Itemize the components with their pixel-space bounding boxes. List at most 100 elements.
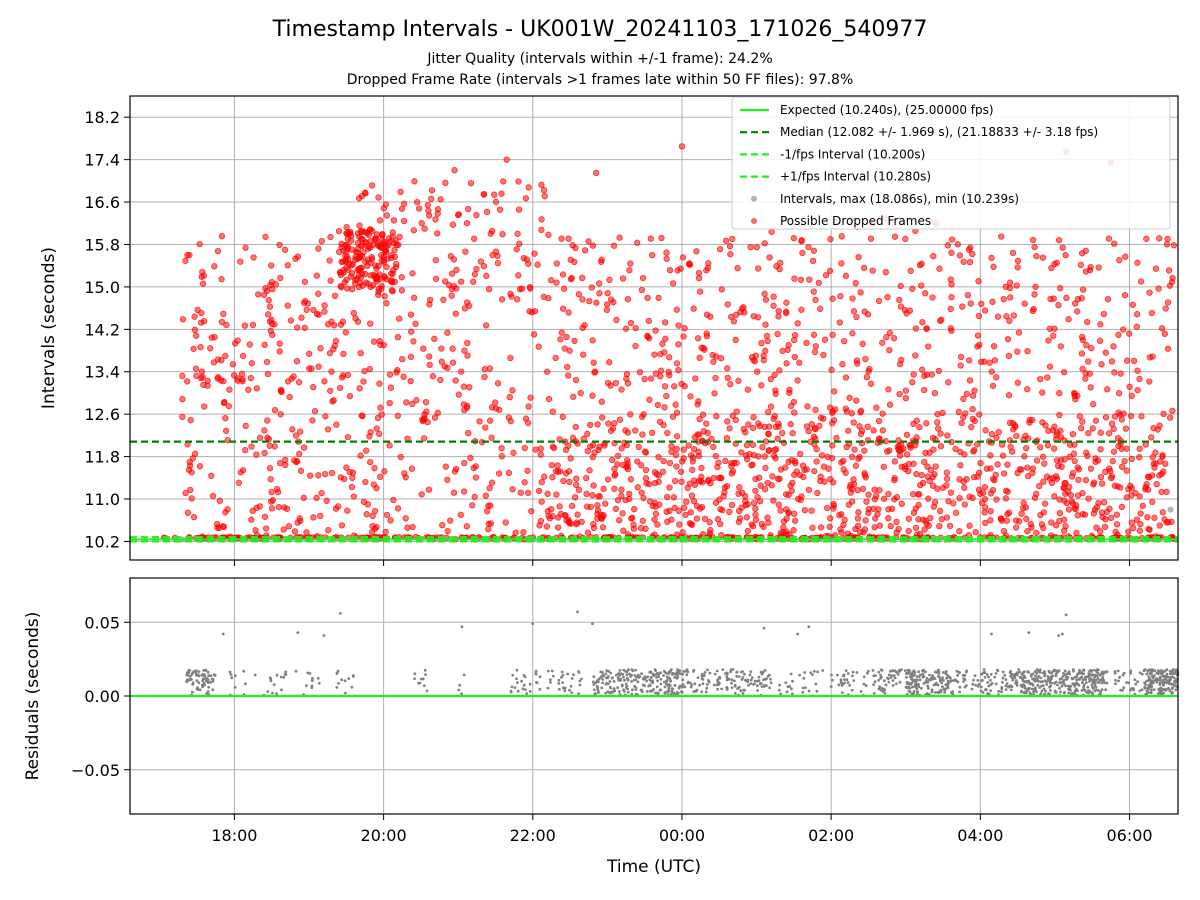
dropped-frame-point [1039, 254, 1047, 261]
residual-point [821, 669, 825, 672]
residual-point [989, 689, 993, 692]
dropped-frame-point [400, 373, 407, 380]
residual-point [622, 675, 625, 679]
dropped-frame-point [1128, 492, 1135, 499]
residual-point [893, 669, 897, 673]
dropped-frame-point [337, 283, 344, 290]
dropped-frame-point [1039, 453, 1047, 460]
dropped-frame-point [294, 253, 302, 260]
residual-point [316, 676, 320, 680]
dropped-frame-point [775, 420, 782, 427]
residual-point [757, 675, 761, 679]
dropped-frame-point [397, 188, 404, 196]
dropped-frame-point [632, 427, 639, 434]
residual-point [1061, 675, 1065, 678]
dropped-frame-point [558, 329, 565, 336]
residual-point [655, 685, 659, 689]
residual-point [1145, 672, 1149, 676]
residual-point [1004, 688, 1008, 691]
dropped-frame-point [1004, 461, 1011, 468]
dropped-frame-point [821, 478, 828, 485]
residual-point [1014, 681, 1018, 685]
residual-point [1083, 689, 1087, 692]
residual-point [194, 669, 198, 673]
residual-point [1168, 681, 1171, 685]
dropped-frame-point [958, 419, 965, 427]
dropped-frame-point [748, 462, 755, 469]
residual-point [1033, 679, 1037, 683]
residual-point [538, 687, 542, 691]
residual-point [522, 683, 526, 687]
residual-point [1091, 673, 1095, 677]
chart-subtitle-jitter: Jitter Quality (intervals within +/-1 fr… [426, 51, 772, 67]
dropped-frame-point [791, 353, 798, 361]
dropped-frame-point [649, 251, 656, 259]
dropped-frame-point [485, 520, 492, 527]
dropped-frame-point [865, 491, 872, 498]
residual-point [1049, 684, 1052, 688]
dropped-frame-point [432, 216, 439, 223]
dropped-frame-point [917, 481, 924, 489]
residual-point [1158, 689, 1161, 692]
residual-point [667, 670, 671, 673]
dropped-frame-point [1152, 265, 1160, 272]
dropped-frame-point [1025, 473, 1032, 480]
dropped-frame-point [764, 337, 771, 345]
residual-point [561, 673, 565, 677]
dropped-frame-point [369, 182, 376, 189]
legend-label: Median (12.082 +/- 1.969 s), (21.18833 +… [780, 125, 1098, 139]
dropped-frame-point [605, 420, 612, 427]
residual-point [688, 681, 692, 685]
dropped-frame-point [379, 230, 386, 238]
residual-point [1129, 671, 1133, 675]
dropped-frame-point [893, 494, 901, 501]
dropped-frame-point [1128, 519, 1135, 526]
dropped-frame-point [471, 493, 478, 500]
residual-point [645, 679, 648, 683]
dropped-frame-point [1130, 357, 1138, 365]
dropped-frame-point [1032, 283, 1039, 290]
dropped-frame-point [758, 382, 765, 389]
residual-point [665, 683, 669, 687]
dropped-frame-point [787, 482, 794, 489]
residual-point [938, 675, 941, 679]
residual-point [189, 678, 193, 681]
dropped-frame-point [274, 489, 282, 496]
dropped-frame-point [1024, 386, 1031, 393]
dropped-frame-point [428, 195, 435, 203]
residual-point [884, 683, 888, 687]
residual-point [1089, 668, 1093, 672]
dropped-frame-point [1133, 516, 1141, 523]
dropped-frame-point [690, 305, 697, 312]
dropped-frame-point [635, 443, 642, 451]
dropped-frame-point [452, 465, 460, 473]
dropped-frame-point [861, 472, 869, 479]
dropped-frame-point [756, 423, 764, 430]
residual-point [509, 690, 513, 694]
dropped-frame-point [1021, 300, 1028, 307]
dropped-frame-point [812, 406, 819, 414]
residual-point [1001, 670, 1005, 674]
residual-point [718, 675, 721, 679]
dropped-frame-point [373, 278, 380, 285]
dropped-frame-point [1098, 361, 1105, 368]
dropped-frame-point [681, 325, 688, 332]
residual-point [913, 673, 916, 677]
dropped-frame-point [526, 308, 533, 315]
dropped-frame-point [675, 341, 682, 348]
dropped-frame-point [710, 358, 717, 365]
residual-point [1099, 690, 1103, 694]
residual-point [942, 687, 946, 691]
dropped-frame-point [687, 393, 694, 400]
dropped-frame-point [588, 284, 595, 291]
residual-point [730, 686, 734, 689]
dropped-frame-point [826, 404, 834, 411]
dropped-frame-point [282, 456, 289, 464]
residual-point [1121, 673, 1125, 677]
dropped-frame-point [1074, 296, 1082, 303]
dropped-frame-point [246, 341, 253, 348]
residual-point [1030, 682, 1033, 685]
residual-point [1095, 674, 1099, 678]
dropped-frame-point [912, 524, 920, 532]
bottom-y-tick-label: 0.05 [84, 613, 120, 632]
